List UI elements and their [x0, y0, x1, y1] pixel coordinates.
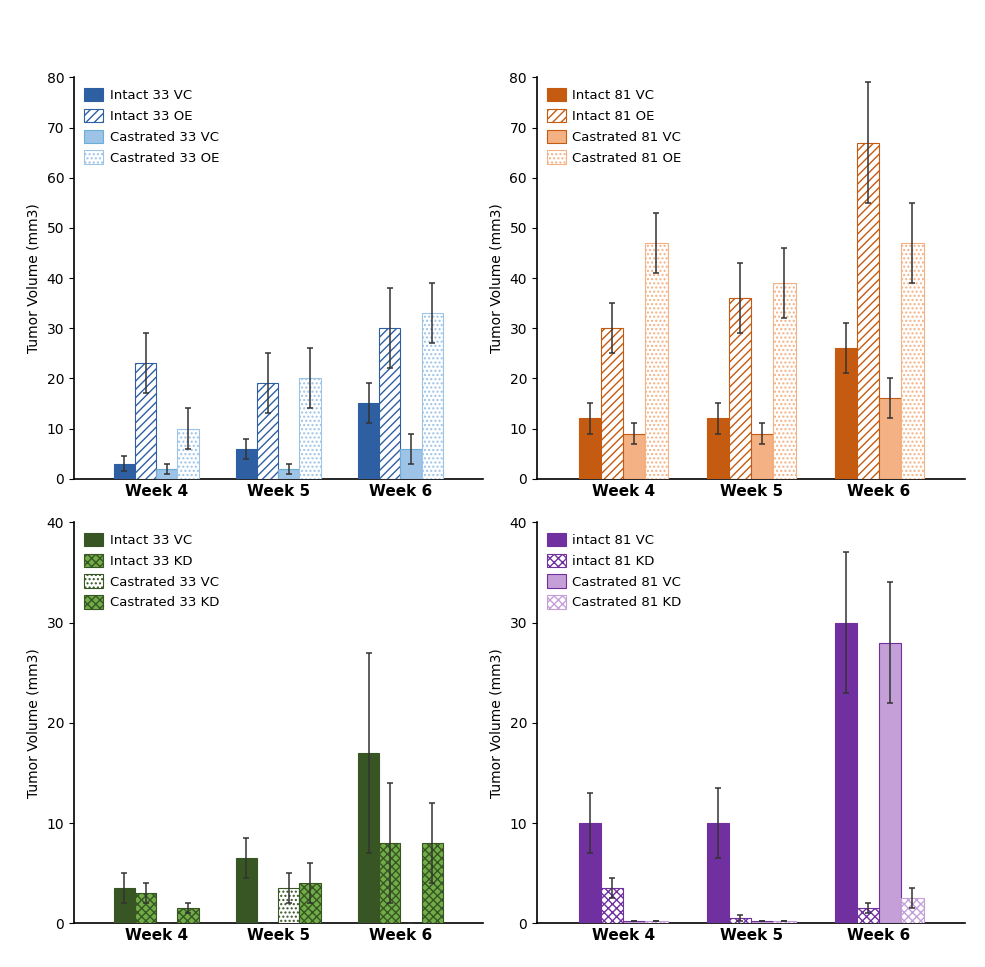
- Bar: [834, 348, 857, 479]
- Bar: [834, 623, 857, 923]
- Bar: [706, 823, 729, 923]
- Bar: [113, 889, 135, 923]
- Bar: [729, 298, 752, 479]
- Y-axis label: Tumor Volume (mm3): Tumor Volume (mm3): [27, 203, 41, 353]
- Bar: [358, 753, 379, 923]
- Bar: [706, 419, 729, 479]
- Bar: [901, 243, 924, 479]
- Bar: [379, 843, 400, 923]
- Bar: [624, 922, 645, 923]
- Bar: [624, 433, 645, 479]
- Bar: [177, 428, 199, 479]
- Bar: [400, 449, 422, 479]
- Bar: [279, 889, 299, 923]
- Bar: [752, 922, 773, 923]
- Bar: [729, 919, 752, 923]
- Bar: [773, 283, 796, 479]
- Text: CR: CR: [597, 16, 664, 60]
- Bar: [358, 403, 379, 479]
- Bar: [601, 889, 624, 923]
- Bar: [645, 922, 668, 923]
- Text: AB: AB: [103, 16, 172, 60]
- Bar: [879, 642, 901, 923]
- Legend: intact 81 VC, intact 81 KD, Castrated 81 VC, Castrated 81 KD: intact 81 VC, intact 81 KD, Castrated 81…: [544, 529, 686, 613]
- Bar: [235, 859, 257, 923]
- Bar: [299, 884, 321, 923]
- Bar: [879, 398, 901, 479]
- Y-axis label: Tumor Volume (mm3): Tumor Volume (mm3): [490, 648, 504, 798]
- Bar: [752, 433, 773, 479]
- Bar: [135, 364, 157, 479]
- Legend: Intact 81 VC, Intact 81 OE, Castrated 81 VC, Castrated 81 OE: Intact 81 VC, Intact 81 OE, Castrated 81…: [544, 84, 686, 168]
- Bar: [901, 898, 924, 923]
- Bar: [422, 313, 443, 479]
- Bar: [645, 243, 668, 479]
- Legend: Intact 33 VC, Intact 33 KD, Castrated 33 VC, Castrated 33 KD: Intact 33 VC, Intact 33 KD, Castrated 33…: [81, 529, 223, 613]
- Bar: [857, 908, 879, 923]
- Bar: [279, 469, 299, 479]
- Y-axis label: Tumor Volume (mm3): Tumor Volume (mm3): [490, 203, 504, 353]
- Bar: [857, 142, 879, 479]
- Bar: [601, 328, 624, 479]
- Bar: [235, 449, 257, 479]
- Bar: [578, 823, 601, 923]
- Bar: [157, 469, 177, 479]
- Bar: [578, 419, 601, 479]
- Bar: [299, 378, 321, 479]
- Bar: [422, 843, 443, 923]
- Bar: [135, 894, 157, 923]
- Bar: [177, 908, 199, 923]
- Bar: [773, 922, 796, 923]
- Bar: [379, 328, 400, 479]
- Bar: [113, 463, 135, 479]
- Legend: Intact 33 VC, Intact 33 OE, Castrated 33 VC, Castrated 33 OE: Intact 33 VC, Intact 33 OE, Castrated 33…: [81, 84, 223, 168]
- Y-axis label: Tumor Volume (mm3): Tumor Volume (mm3): [27, 648, 41, 798]
- Bar: [257, 383, 279, 479]
